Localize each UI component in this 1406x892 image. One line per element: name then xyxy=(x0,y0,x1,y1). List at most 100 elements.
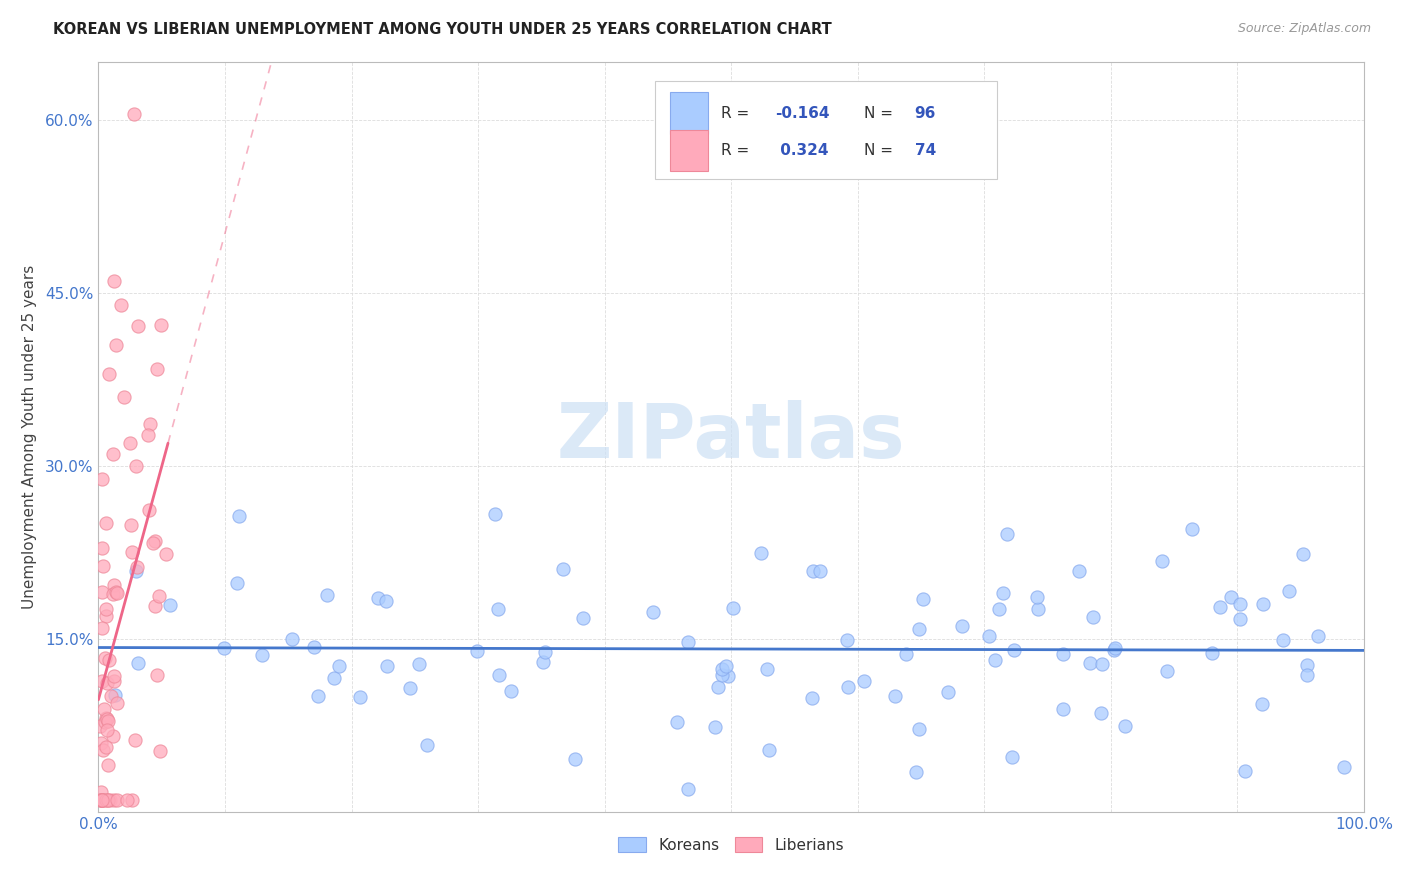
Point xyxy=(159,599,181,613)
Text: Source: ZipAtlas.com: Source: ZipAtlas.com xyxy=(1237,22,1371,36)
Point xyxy=(112,390,135,404)
Point xyxy=(120,435,141,450)
Point xyxy=(98,653,121,667)
Point xyxy=(93,793,115,807)
Point xyxy=(127,319,149,334)
Legend: Koreans, Liberians: Koreans, Liberians xyxy=(610,829,852,860)
Point xyxy=(1296,657,1319,672)
Point xyxy=(1001,750,1024,764)
Point xyxy=(721,601,744,615)
Point xyxy=(90,621,112,635)
Point xyxy=(121,545,143,559)
Point xyxy=(103,669,125,683)
Text: 96: 96 xyxy=(914,106,936,121)
Point xyxy=(375,659,398,673)
Point xyxy=(94,710,117,724)
Point xyxy=(124,733,146,747)
Point xyxy=(120,517,142,532)
Point xyxy=(94,651,117,665)
Point xyxy=(94,516,117,530)
Point xyxy=(96,676,118,690)
Point xyxy=(1201,646,1223,660)
Point xyxy=(138,503,160,517)
Point xyxy=(100,689,122,703)
Point xyxy=(103,674,125,689)
Point xyxy=(90,785,112,799)
Point xyxy=(1278,583,1301,598)
Point xyxy=(228,508,250,523)
Point xyxy=(756,662,779,676)
Text: 74: 74 xyxy=(914,144,936,159)
Point xyxy=(837,680,859,694)
Point xyxy=(1272,633,1295,648)
Point xyxy=(90,793,112,807)
Point xyxy=(808,564,831,578)
Point xyxy=(534,645,557,659)
Point xyxy=(1080,657,1102,671)
Point xyxy=(94,602,117,616)
Point xyxy=(105,338,128,352)
Point xyxy=(984,652,1007,666)
Point xyxy=(1296,668,1319,682)
Text: ZIPatlas: ZIPatlas xyxy=(557,401,905,474)
Point xyxy=(531,655,554,669)
Point xyxy=(938,685,960,699)
Point xyxy=(214,640,236,655)
Point xyxy=(98,793,121,807)
Point xyxy=(124,565,146,579)
Text: R =: R = xyxy=(721,106,754,121)
Point xyxy=(908,722,931,736)
Point xyxy=(1209,600,1232,615)
Point xyxy=(758,742,780,756)
Point xyxy=(1002,642,1025,657)
Text: R =: R = xyxy=(721,144,754,159)
Point xyxy=(97,757,120,772)
Point xyxy=(323,671,346,685)
Point xyxy=(91,743,114,757)
Point xyxy=(91,793,114,807)
Point xyxy=(1152,554,1174,568)
Point xyxy=(1292,547,1315,561)
Point xyxy=(1052,647,1074,661)
Point xyxy=(103,793,125,807)
FancyBboxPatch shape xyxy=(671,93,709,134)
Point xyxy=(801,565,824,579)
Point xyxy=(148,589,170,603)
Point xyxy=(484,507,506,521)
Point xyxy=(995,526,1018,541)
Point xyxy=(105,793,128,807)
Point xyxy=(676,781,699,796)
Point xyxy=(97,714,120,728)
Text: N =: N = xyxy=(863,144,898,159)
Point xyxy=(704,720,727,734)
Point xyxy=(110,297,132,311)
Point xyxy=(988,602,1011,616)
Y-axis label: Unemployment Among Youth under 25 years: Unemployment Among Youth under 25 years xyxy=(21,265,37,609)
Point xyxy=(115,793,138,807)
Point xyxy=(1069,564,1091,578)
Point xyxy=(572,610,595,624)
Point xyxy=(97,793,120,807)
FancyBboxPatch shape xyxy=(671,130,709,171)
Point xyxy=(499,683,522,698)
Point xyxy=(416,738,439,752)
Point xyxy=(666,714,689,729)
Point xyxy=(884,690,907,704)
Point xyxy=(641,605,664,619)
Point xyxy=(1026,601,1049,615)
Point xyxy=(716,659,738,673)
Point xyxy=(894,647,917,661)
Point xyxy=(90,793,112,807)
Text: 0.324: 0.324 xyxy=(776,144,830,159)
Point xyxy=(1253,597,1275,611)
Point xyxy=(91,585,114,599)
Point xyxy=(1104,641,1126,656)
Point xyxy=(121,793,143,807)
Point xyxy=(226,575,249,590)
Point xyxy=(1333,760,1355,774)
Point xyxy=(250,648,273,663)
Point xyxy=(908,622,931,636)
Point xyxy=(103,275,125,289)
Point xyxy=(103,577,125,591)
Point xyxy=(1229,597,1251,611)
